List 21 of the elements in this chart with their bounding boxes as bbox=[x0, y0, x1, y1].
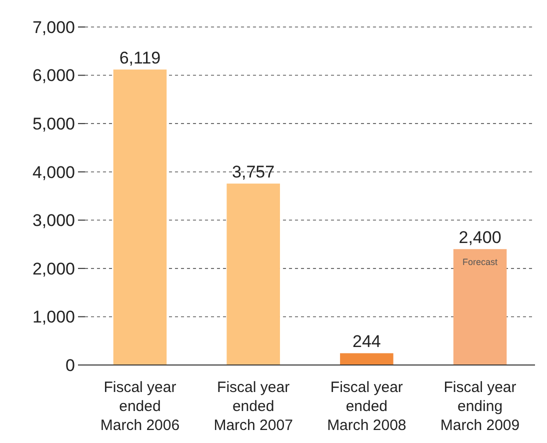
data-label: 3,757 bbox=[232, 162, 275, 182]
y-tick-label: 6,000 bbox=[32, 66, 75, 86]
bar bbox=[226, 184, 280, 365]
y-tick-label: 3,000 bbox=[32, 211, 75, 230]
y-tick-label: 4,000 bbox=[32, 162, 75, 182]
data-label: 2,400 bbox=[458, 228, 502, 248]
data-label: 6,119 bbox=[119, 48, 161, 68]
y-tick-label: 1,000 bbox=[32, 308, 75, 327]
x-tick-label: Fiscal year ended March 2007 bbox=[214, 379, 293, 434]
bar bbox=[113, 70, 167, 365]
bar bbox=[340, 353, 394, 365]
x-tick-label: Fiscal year ended March 2008 bbox=[327, 379, 406, 434]
bar bbox=[453, 249, 507, 365]
x-tick-label: Fiscal year ending March 2009 bbox=[440, 379, 520, 434]
data-label: 244 bbox=[352, 332, 381, 352]
y-tick-label: 0 bbox=[66, 356, 75, 375]
annotation: Forecast bbox=[462, 257, 498, 268]
y-tick-label: 2,000 bbox=[32, 259, 75, 278]
y-tick-label: 7,000 bbox=[32, 18, 75, 37]
y-tick-label: 5,000 bbox=[32, 114, 75, 134]
x-tick-label: Fiscal year ended March 2006 bbox=[100, 379, 180, 434]
